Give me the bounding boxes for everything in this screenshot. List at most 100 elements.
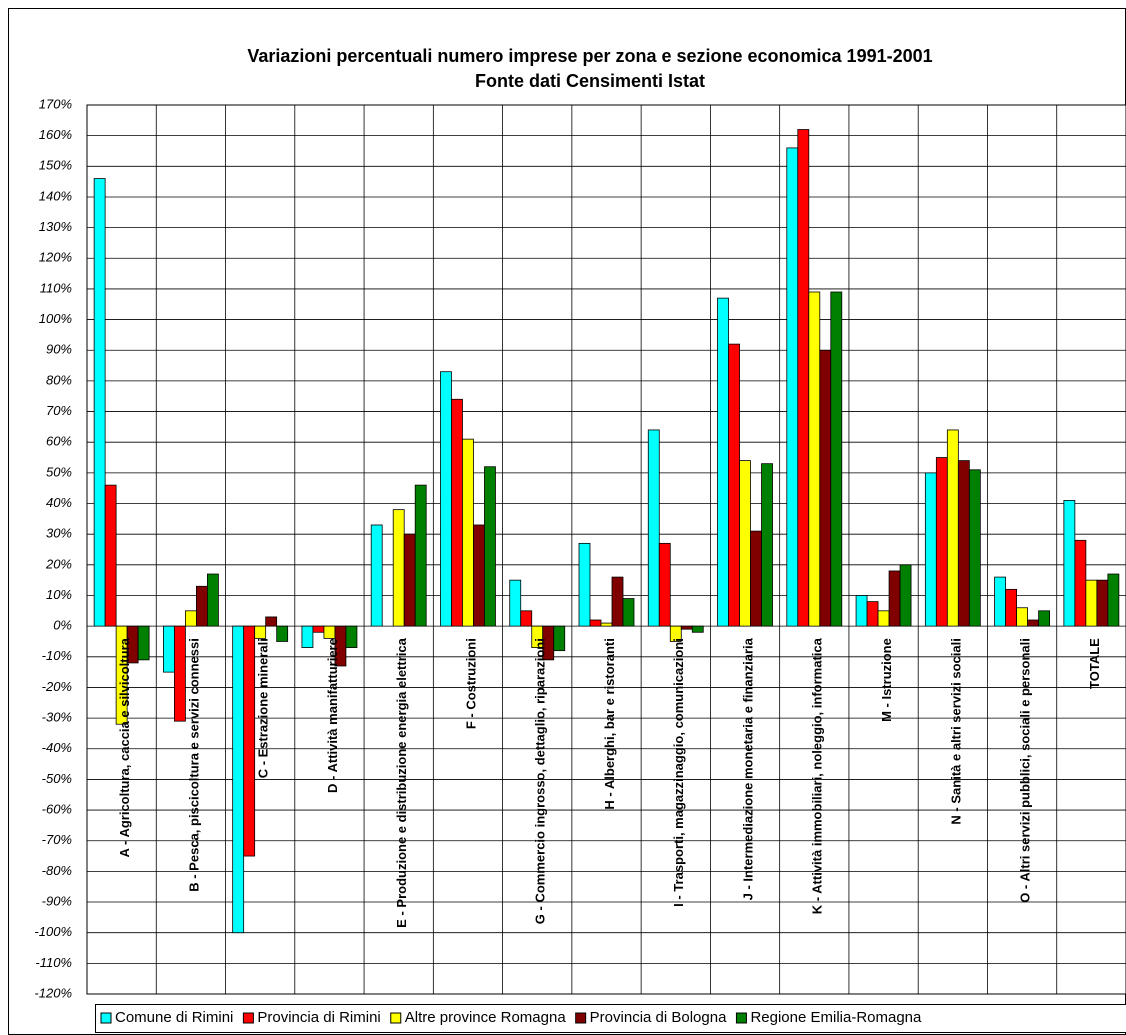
bar bbox=[797, 129, 810, 627]
bar bbox=[509, 579, 522, 627]
bar bbox=[301, 625, 314, 648]
x-tick-label: A - Agricoltura, caccia e silvicoltura bbox=[117, 637, 132, 857]
bar bbox=[1016, 607, 1028, 627]
y-tick-label: 80% bbox=[46, 372, 72, 387]
bar bbox=[462, 438, 474, 627]
legend-label: Altre province Romagna bbox=[405, 1009, 567, 1026]
x-tick-label: H - Alberghi, bar e ristoranti bbox=[602, 638, 617, 809]
bar bbox=[93, 178, 106, 627]
y-tick-label: -100% bbox=[34, 924, 72, 939]
y-tick-label: 100% bbox=[39, 311, 72, 326]
x-tick-label: M - Istruzione bbox=[879, 638, 894, 722]
bar bbox=[680, 625, 693, 630]
bar bbox=[440, 371, 452, 627]
y-tick-label: 60% bbox=[46, 434, 72, 449]
y-tick-label: 40% bbox=[46, 495, 72, 510]
bar bbox=[994, 576, 1006, 627]
bar bbox=[484, 466, 496, 627]
y-tick-label: 10% bbox=[46, 587, 72, 602]
bar bbox=[254, 625, 267, 639]
bar bbox=[451, 398, 463, 627]
bar bbox=[717, 297, 729, 627]
bar bbox=[855, 595, 868, 627]
x-tick-label: O - Altri servizi pubblici, sociali e pe… bbox=[1018, 638, 1033, 903]
bar bbox=[115, 625, 128, 725]
bar bbox=[1085, 579, 1098, 627]
bar bbox=[1027, 619, 1039, 627]
legend-swatch bbox=[735, 1012, 747, 1024]
bar bbox=[345, 625, 358, 648]
bar bbox=[957, 460, 970, 627]
bar bbox=[520, 610, 533, 627]
bar bbox=[403, 533, 416, 627]
x-tick-label: J - Intermediazione monetaria e finanzia… bbox=[740, 637, 755, 900]
bar bbox=[312, 625, 325, 633]
bar bbox=[877, 610, 890, 627]
chart-title: Variazioni percentuali numero imprese pe… bbox=[247, 46, 932, 66]
bar bbox=[276, 625, 289, 642]
bar bbox=[1038, 610, 1050, 627]
bar bbox=[589, 619, 602, 627]
legend-label: Provincia di Bologna bbox=[590, 1009, 727, 1026]
y-tick-label: 0% bbox=[53, 618, 72, 633]
bar bbox=[578, 542, 591, 627]
x-tick-label: F - Costruzioni bbox=[463, 638, 478, 729]
bar bbox=[819, 349, 832, 627]
legend-swatch bbox=[100, 1012, 112, 1024]
legend-box bbox=[95, 1004, 1126, 1033]
x-tick-label: B - Pesca, piscicoltura e servizi connes… bbox=[186, 638, 201, 892]
x-tick-label: N - Sanità e altri servizi sociali bbox=[948, 638, 963, 824]
bar bbox=[137, 625, 150, 661]
x-tick-label: D - Attività manifatturiere bbox=[325, 638, 340, 793]
bar bbox=[946, 429, 959, 627]
y-tick-label: 170% bbox=[39, 96, 72, 111]
bar bbox=[392, 509, 405, 627]
legend-swatch bbox=[242, 1012, 254, 1024]
x-tick-label: K - Attività immobiliari, noleggio, info… bbox=[810, 637, 825, 914]
y-tick-label: 140% bbox=[39, 188, 72, 203]
bar bbox=[195, 585, 208, 627]
y-tick-label: -10% bbox=[42, 648, 72, 663]
bar bbox=[162, 625, 175, 673]
bar bbox=[622, 598, 635, 627]
bar bbox=[691, 625, 704, 633]
bar bbox=[888, 570, 901, 627]
bar bbox=[658, 542, 671, 627]
x-tick-label: E - Produzione e distribuzione energia e… bbox=[394, 637, 409, 927]
bar bbox=[647, 429, 660, 627]
bar bbox=[323, 625, 336, 639]
bar bbox=[1096, 579, 1109, 627]
y-tick-label: -110% bbox=[35, 955, 72, 970]
bar bbox=[808, 291, 821, 627]
bar bbox=[739, 460, 751, 627]
bar bbox=[243, 625, 256, 857]
y-tick-label: 110% bbox=[40, 280, 72, 295]
y-tick-label: -80% bbox=[42, 863, 72, 878]
legend-swatch bbox=[390, 1012, 402, 1024]
legend-swatch bbox=[575, 1012, 587, 1024]
bar bbox=[761, 463, 773, 627]
y-tick-label: -40% bbox=[42, 740, 72, 755]
bar bbox=[370, 524, 383, 627]
y-tick-label: -60% bbox=[42, 802, 72, 817]
x-tick-label: I - Trasporti, magazzinaggio, comunicazi… bbox=[671, 638, 686, 907]
y-tick-label: 150% bbox=[39, 158, 72, 173]
bar bbox=[232, 625, 245, 934]
y-tick-label: -20% bbox=[42, 679, 72, 694]
bar bbox=[414, 484, 427, 627]
bar bbox=[104, 484, 117, 627]
bar bbox=[184, 610, 197, 627]
y-tick-label: -30% bbox=[42, 710, 72, 725]
y-tick-label: 90% bbox=[46, 342, 72, 357]
y-tick-label: -50% bbox=[42, 771, 72, 786]
bar bbox=[924, 472, 937, 627]
bar bbox=[173, 625, 186, 722]
bar bbox=[899, 564, 912, 627]
bar bbox=[935, 457, 948, 627]
bar bbox=[473, 524, 485, 627]
chart-subtitle: Fonte dati Censimenti Istat bbox=[475, 71, 705, 91]
legend-label: Provincia di Rimini bbox=[257, 1009, 380, 1026]
bar bbox=[750, 530, 762, 627]
y-tick-label: -90% bbox=[42, 893, 72, 908]
